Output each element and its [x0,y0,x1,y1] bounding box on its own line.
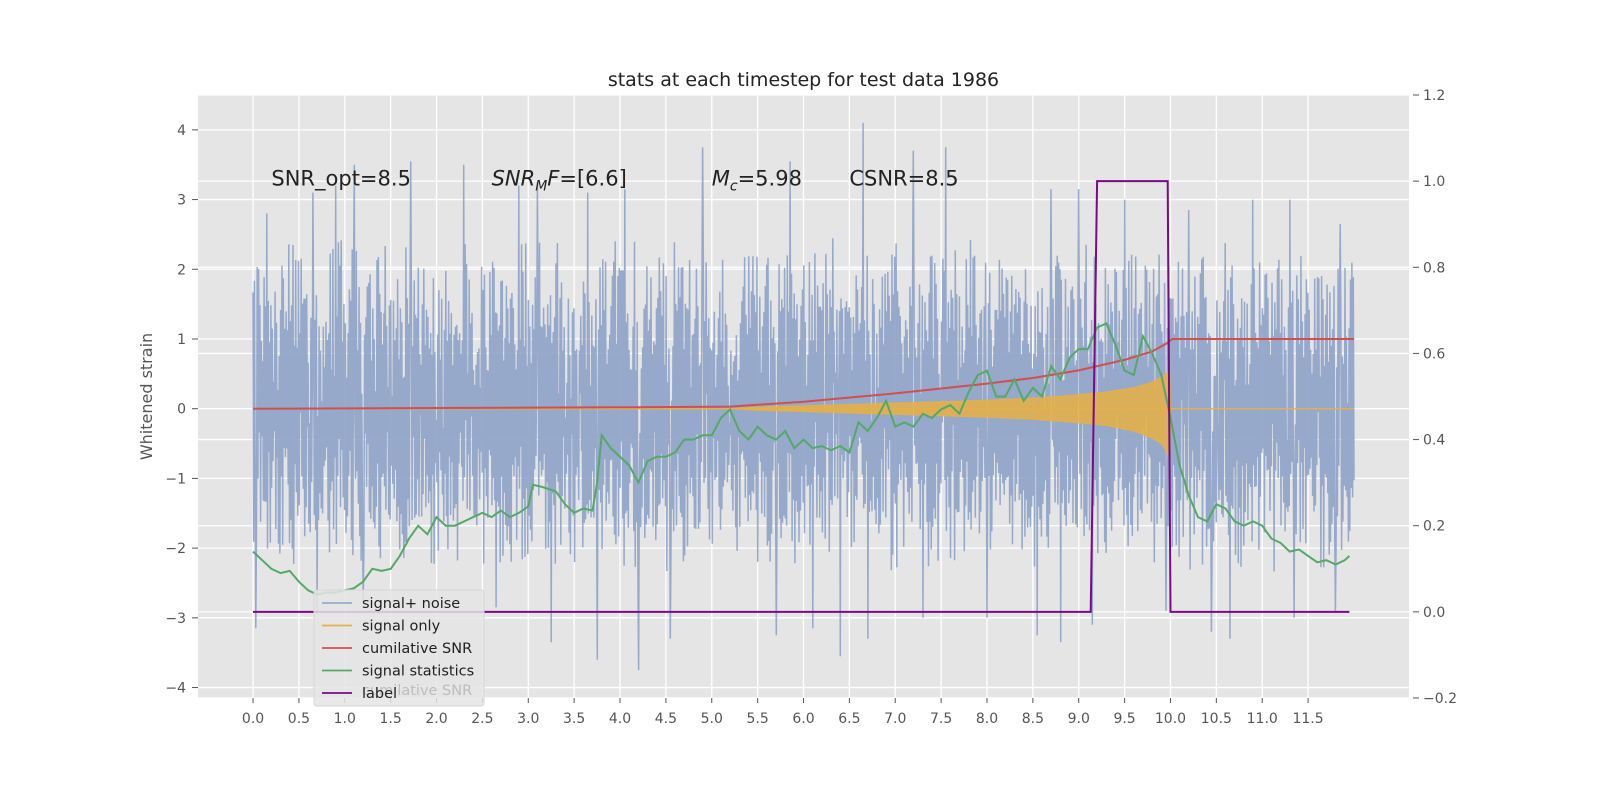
x-tick-label: 8.5 [1022,711,1044,727]
legend-label: signal statistics [362,664,474,680]
x-tick-label: 1.0 [334,711,356,727]
x-tick-label: 0.0 [242,711,264,727]
x-tick-label: 10.5 [1201,711,1232,727]
legend-label: signal only [362,619,441,635]
x-tick-label: 4.0 [609,711,631,727]
x-tick-label: 7.5 [930,711,952,727]
legend-ghost-text: cumilative SNR [362,683,472,699]
x-tick-label: 0.5 [288,711,310,727]
x-tick-label: 9.5 [1113,711,1135,727]
x-tick-label: 3.0 [517,711,539,727]
series-layer [252,122,1355,671]
x-tick-label: 8.0 [976,711,998,727]
legend-label: signal+ noise [362,596,460,612]
y2-tick-label: 1.0 [1423,174,1445,190]
series-cumulative-snr-line [252,338,1354,410]
x-tick-label: 7.0 [884,711,906,727]
x-tick-label: 6.5 [838,711,860,727]
annotation: SNRMF=[6.6] [492,167,627,195]
legend: cumilative SNR signal+ noise signal only cu… [313,589,485,707]
y-tick-label: −4 [165,681,186,697]
series-label-line [253,180,1350,613]
y-tick-label: −3 [165,611,186,627]
x-tick-label: 3.5 [563,711,585,727]
x-tick-label: 11.0 [1247,711,1278,727]
annotation: Mc=5.98 [712,167,802,195]
legend-box [313,589,485,707]
legend-label: label [362,686,397,702]
axes: 0.0 0.5 1.0 1.5 2.0 2.5 3.0 3.5 4.0 4.5 5.0 5.5 6.0 6… [165,88,1457,727]
y2-tick-label: 0.8 [1423,260,1445,276]
x-tick-label: 10.0 [1155,711,1186,727]
annotation: SNR_opt=8.5 [271,167,411,192]
x-tick-label: 2.5 [471,711,493,727]
x-tick-label: 4.5 [655,711,677,727]
y-tick-label: −1 [165,471,186,487]
x-tick-label: 2.0 [425,711,447,727]
y-tick-label: 3 [177,193,186,209]
x-tick-label: 9.0 [1068,711,1090,727]
y-tick-label: 4 [177,123,186,139]
legend-label: cumilative SNR [362,641,472,657]
annotation: CSNR=8.5 [849,167,958,191]
y2-tick-label: 0.0 [1423,605,1445,621]
x-tick-label: 1.5 [380,711,402,727]
y2-tick-label: 0.2 [1423,519,1445,535]
x-tick-label: 5.5 [746,711,768,727]
y-axis-label: Whitened strain [137,333,156,460]
y-tick-label: 0 [177,402,186,418]
x-tick-label: 5.0 [701,711,723,727]
x-tick-label: 6.0 [792,711,814,727]
y2-tick-label: 1.2 [1423,88,1445,104]
x-tick-label: 11.5 [1292,711,1323,727]
annotations: SNR_opt=8.5 SNRMF=[6.6] Mc=5.98 CSNR=8.5 [271,167,958,195]
y-tick-label: 1 [177,332,186,348]
chart-title: stats at each timestep for test data 198… [608,69,999,91]
y-tick-label: 2 [177,262,186,278]
y2-tick-label: 0.4 [1423,433,1445,449]
y-tick-label: −2 [165,541,186,557]
y2-tick-label: −0.2 [1423,691,1457,707]
y2-tick-label: 0.6 [1423,346,1445,362]
